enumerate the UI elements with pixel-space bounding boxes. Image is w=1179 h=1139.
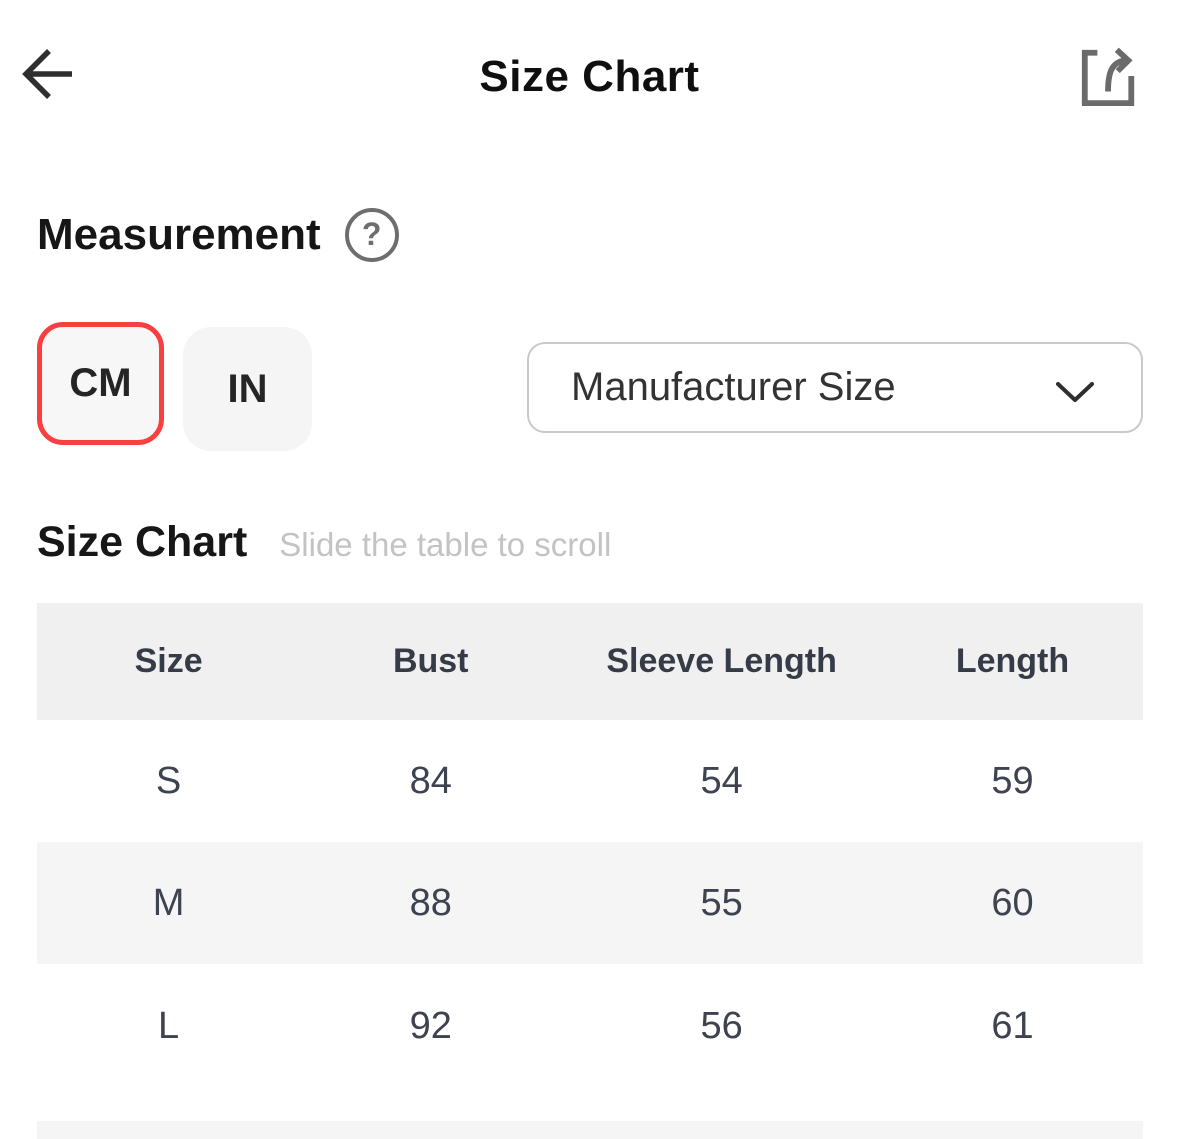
header-cell-bust: Bust <box>392 642 469 680</box>
table-cell: 61 <box>991 1004 1034 1047</box>
table-cell: 84 <box>409 759 452 802</box>
table-cell: 92 <box>409 1004 452 1047</box>
header-cell-size: Size <box>134 642 203 680</box>
unit-in-label: IN <box>227 366 268 411</box>
scroll-hint: Slide the table to scroll <box>279 526 612 563</box>
table-cell: S <box>155 759 182 802</box>
section-title: Size Chart <box>37 518 248 566</box>
table-cell: 56 <box>700 1004 743 1047</box>
table-cell: M <box>152 881 185 924</box>
question-mark-glyph: ? <box>361 215 382 252</box>
measurement-row: Measurement ? <box>37 206 399 264</box>
manufacturer-size-value: Manufacturer Size <box>571 365 896 409</box>
chevron-down-icon <box>1055 380 1095 409</box>
manufacturer-size-select[interactable]: Manufacturer Size <box>527 342 1143 433</box>
unit-cm-label: CM <box>69 361 132 405</box>
table-header-row: Size Bust Sleeve Length Length <box>37 603 1143 720</box>
header-cell-length: Length <box>955 642 1070 680</box>
table-cell: 60 <box>991 881 1034 924</box>
measurement-label: Measurement <box>37 210 321 259</box>
table-row-partial <box>37 1121 1143 1139</box>
table-cell: L <box>158 1004 180 1047</box>
table-row: M 88 55 60 <box>37 842 1143 964</box>
help-icon[interactable]: ? <box>344 208 399 262</box>
share-button[interactable] <box>1071 36 1147 116</box>
back-button[interactable] <box>12 38 84 112</box>
table-cell: 88 <box>409 881 452 924</box>
header-cell-sleeve: Sleeve Length <box>606 642 837 680</box>
table-row: L 92 56 61 <box>37 964 1143 1088</box>
share-icon <box>1078 41 1140 112</box>
table-cell: 59 <box>991 759 1034 802</box>
unit-in-button[interactable]: IN <box>183 327 312 451</box>
table-cell: 55 <box>700 881 743 924</box>
back-arrow-icon <box>20 44 76 107</box>
table-cell: 54 <box>700 759 743 802</box>
page-title: Size Chart <box>479 52 700 101</box>
table-row: S 84 54 59 <box>37 720 1143 842</box>
unit-cm-button[interactable]: CM <box>37 322 164 445</box>
size-table[interactable]: Size Bust Sleeve Length Length S 84 54 5… <box>37 603 1143 1088</box>
size-chart-section-heading: Size Chart Slide the table to scroll <box>37 518 611 567</box>
